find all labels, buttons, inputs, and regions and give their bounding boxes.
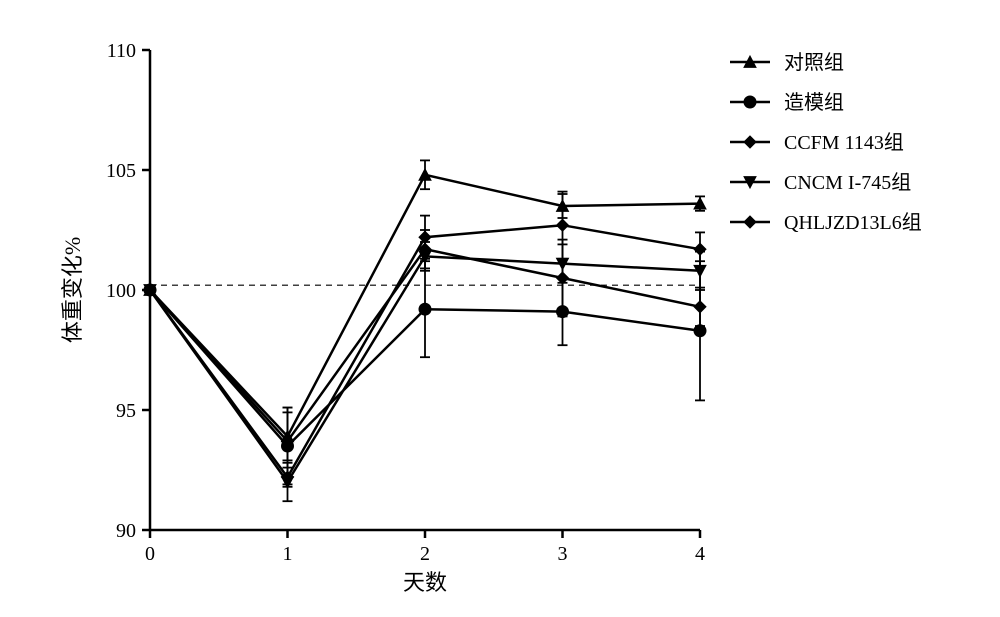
legend-label: CCFM 1143组 — [784, 131, 904, 154]
legend-label: 对照组 — [784, 51, 844, 74]
svg-text:90: 90 — [116, 520, 136, 542]
legend-label: QHLJZD13L6组 — [784, 211, 922, 234]
y-axis-label: 体重变化% — [60, 237, 85, 343]
legend-label: CNCM I-745组 — [784, 171, 911, 194]
svg-text:95: 95 — [116, 400, 136, 422]
svg-text:3: 3 — [558, 543, 568, 565]
chart-container: 0 1 2 3 4 90 95 100 105 110 天数 体重变化% 对照组造模组 CCFM 1143… — [20, 20, 980, 597]
line-chart: 0 1 2 3 4 90 95 100 105 110 天数 体重变化% 对照组造模组 CCFM 1143… — [20, 20, 980, 597]
x-axis-label: 天数 — [403, 570, 447, 595]
legend-label: 造模组 — [784, 91, 844, 114]
svg-text:100: 100 — [106, 280, 136, 302]
svg-text:105: 105 — [106, 160, 136, 182]
svg-text:0: 0 — [145, 543, 155, 565]
svg-text:4: 4 — [695, 543, 705, 565]
svg-text:1: 1 — [283, 543, 293, 565]
svg-text:110: 110 — [107, 40, 136, 62]
svg-text:2: 2 — [420, 543, 430, 565]
